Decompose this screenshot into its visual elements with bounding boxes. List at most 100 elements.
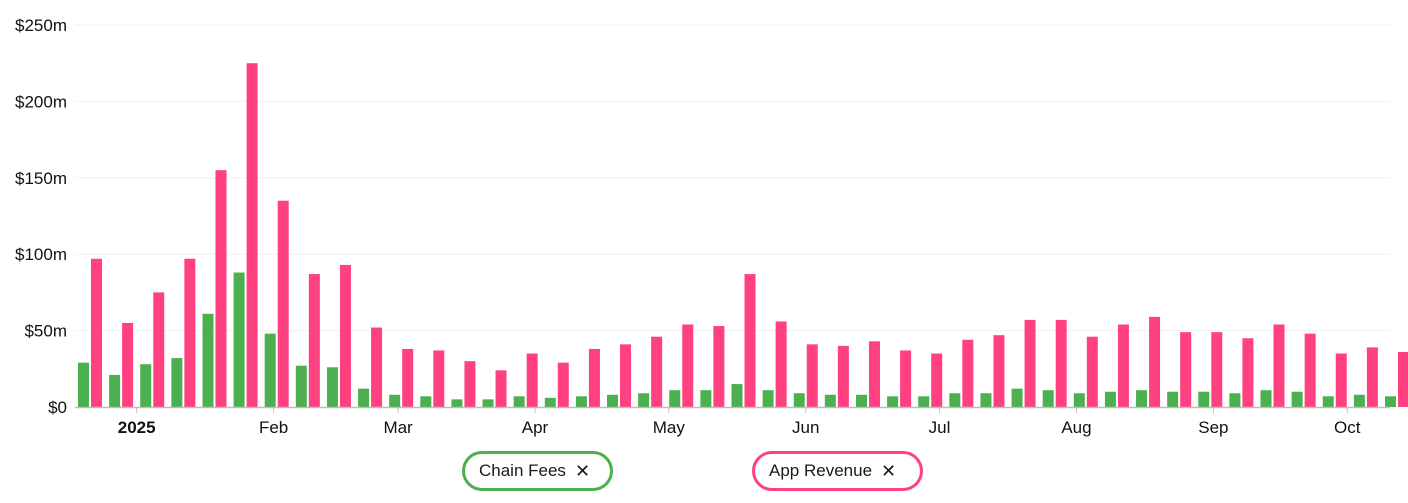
chain-fees-bar xyxy=(420,396,432,407)
x-axis: 2025 Feb Mar Apr May Jun Jul Aug Sep Oct xyxy=(75,406,1390,437)
app-revenue-bar xyxy=(526,353,538,407)
chain-fees-bar xyxy=(544,397,556,407)
chain-fees-bar xyxy=(1322,396,1334,407)
x-tick-label: Oct xyxy=(1334,418,1361,437)
app-revenue-bar xyxy=(277,200,289,407)
y-axis: $0 $50m $100m $150m $200m $250m xyxy=(15,16,67,417)
app-revenue-bar xyxy=(308,274,320,407)
chain-fees-bar xyxy=(233,272,245,407)
y-tick-label: $50m xyxy=(24,322,67,341)
legend-chain-fees-button[interactable]: Chain Fees ✕ xyxy=(462,451,613,491)
close-icon[interactable]: ✕ xyxy=(881,461,897,481)
x-tick-label: Feb xyxy=(259,418,288,437)
app-revenue-bar xyxy=(775,321,787,407)
y-tick-label: $100m xyxy=(15,245,67,264)
app-revenue-bar xyxy=(806,344,818,407)
chain-fees-bar xyxy=(731,384,743,407)
y-tick-label: $250m xyxy=(15,16,67,35)
chain-fees-bar xyxy=(1291,391,1303,407)
chain-fees-bar xyxy=(762,390,774,407)
app-revenue-bar xyxy=(122,322,134,407)
chain-fees-bar xyxy=(607,394,619,407)
app-revenue-bar xyxy=(402,348,414,407)
y-tick-label: $0 xyxy=(48,398,67,417)
chain-fees-bar xyxy=(326,367,338,407)
legend-app-revenue-label: App Revenue xyxy=(769,461,873,480)
x-tick-label: Jul xyxy=(929,418,951,437)
chain-fees-bar xyxy=(1260,390,1272,407)
chain-fees-bar xyxy=(1229,393,1241,407)
x-tick-label: May xyxy=(653,418,686,437)
app-revenue-bar xyxy=(339,264,351,407)
app-revenue-bar xyxy=(588,348,600,407)
chain-fees-bar xyxy=(1042,390,1054,407)
app-revenue-bar xyxy=(1024,319,1036,407)
app-revenue-bar xyxy=(1149,316,1161,407)
app-revenue-bar xyxy=(495,370,507,407)
app-revenue-bar xyxy=(464,361,476,407)
app-revenue-bar xyxy=(1086,336,1098,407)
chain-fees-bar xyxy=(1011,388,1023,407)
app-revenue-bar xyxy=(931,353,943,407)
chain-fees-bar xyxy=(358,388,370,407)
legend-app-revenue-button[interactable]: App Revenue ✕ xyxy=(752,451,923,491)
app-revenue-bar xyxy=(153,292,165,407)
close-icon[interactable]: ✕ xyxy=(574,461,591,481)
app-revenue-bar xyxy=(713,326,725,407)
app-revenue-bar xyxy=(1335,353,1347,407)
chain-fees-bar xyxy=(78,362,89,407)
chain-fees-bar xyxy=(793,393,805,407)
grid-lines xyxy=(75,24,1390,332)
app-revenue-bar xyxy=(620,344,632,407)
app-revenue-bar xyxy=(651,336,663,407)
chain-fees-bar xyxy=(202,313,214,407)
chain-fees-bar xyxy=(855,394,867,407)
chain-fees-bar xyxy=(451,399,463,407)
chain-fees-bar xyxy=(513,396,525,407)
app-revenue-bar xyxy=(744,274,756,407)
app-revenue-bar xyxy=(682,324,694,407)
chain-fees-bar xyxy=(700,390,712,407)
app-revenue-bar xyxy=(215,170,227,407)
chain-fees-bar xyxy=(1167,391,1179,407)
chain-fees-bar xyxy=(1198,391,1210,407)
app-revenue-bar xyxy=(1055,319,1067,407)
chain-fees-bar xyxy=(575,396,587,407)
app-revenue-bar xyxy=(371,327,383,407)
y-tick-label: $150m xyxy=(15,169,67,188)
app-revenue-bar xyxy=(1180,332,1192,407)
chain-fees-bar xyxy=(949,393,961,407)
y-tick-label: $200m xyxy=(15,92,67,111)
app-revenue-bar xyxy=(1242,338,1254,407)
x-tick-label: Sep xyxy=(1198,418,1228,437)
chain-fees-bar xyxy=(918,396,930,407)
chain-fees-bar xyxy=(109,374,121,407)
bars xyxy=(78,63,1408,407)
chain-fees-bar xyxy=(389,394,401,407)
chain-fees-bar xyxy=(824,394,836,407)
chain-fees-bar xyxy=(1353,394,1365,407)
x-tick-label: Apr xyxy=(522,418,549,437)
chain-fees-bar xyxy=(295,365,307,407)
chain-fees-bar xyxy=(264,333,276,407)
app-revenue-bar xyxy=(993,335,1005,407)
app-revenue-bar xyxy=(246,63,258,407)
app-revenue-bar xyxy=(184,258,196,407)
app-revenue-bar xyxy=(1117,324,1129,407)
chain-fees-bar xyxy=(140,364,152,407)
chain-fees-bar xyxy=(1136,390,1148,407)
legend-chain-fees-label: Chain Fees xyxy=(479,461,566,480)
chain-fees-bar xyxy=(1104,391,1116,407)
app-revenue-bar xyxy=(837,345,849,407)
chain-fees-bar xyxy=(482,399,494,407)
x-tick-label: Mar xyxy=(383,418,413,437)
chain-fees-bar xyxy=(980,393,992,407)
chain-fees-bar xyxy=(171,358,183,407)
x-tick-label: Aug xyxy=(1061,418,1091,437)
app-revenue-bar xyxy=(868,341,880,407)
app-revenue-bar xyxy=(91,258,102,407)
app-revenue-bar xyxy=(1398,351,1408,407)
x-tick-label: Jun xyxy=(792,418,819,437)
chain-fees-bar xyxy=(1385,396,1396,407)
